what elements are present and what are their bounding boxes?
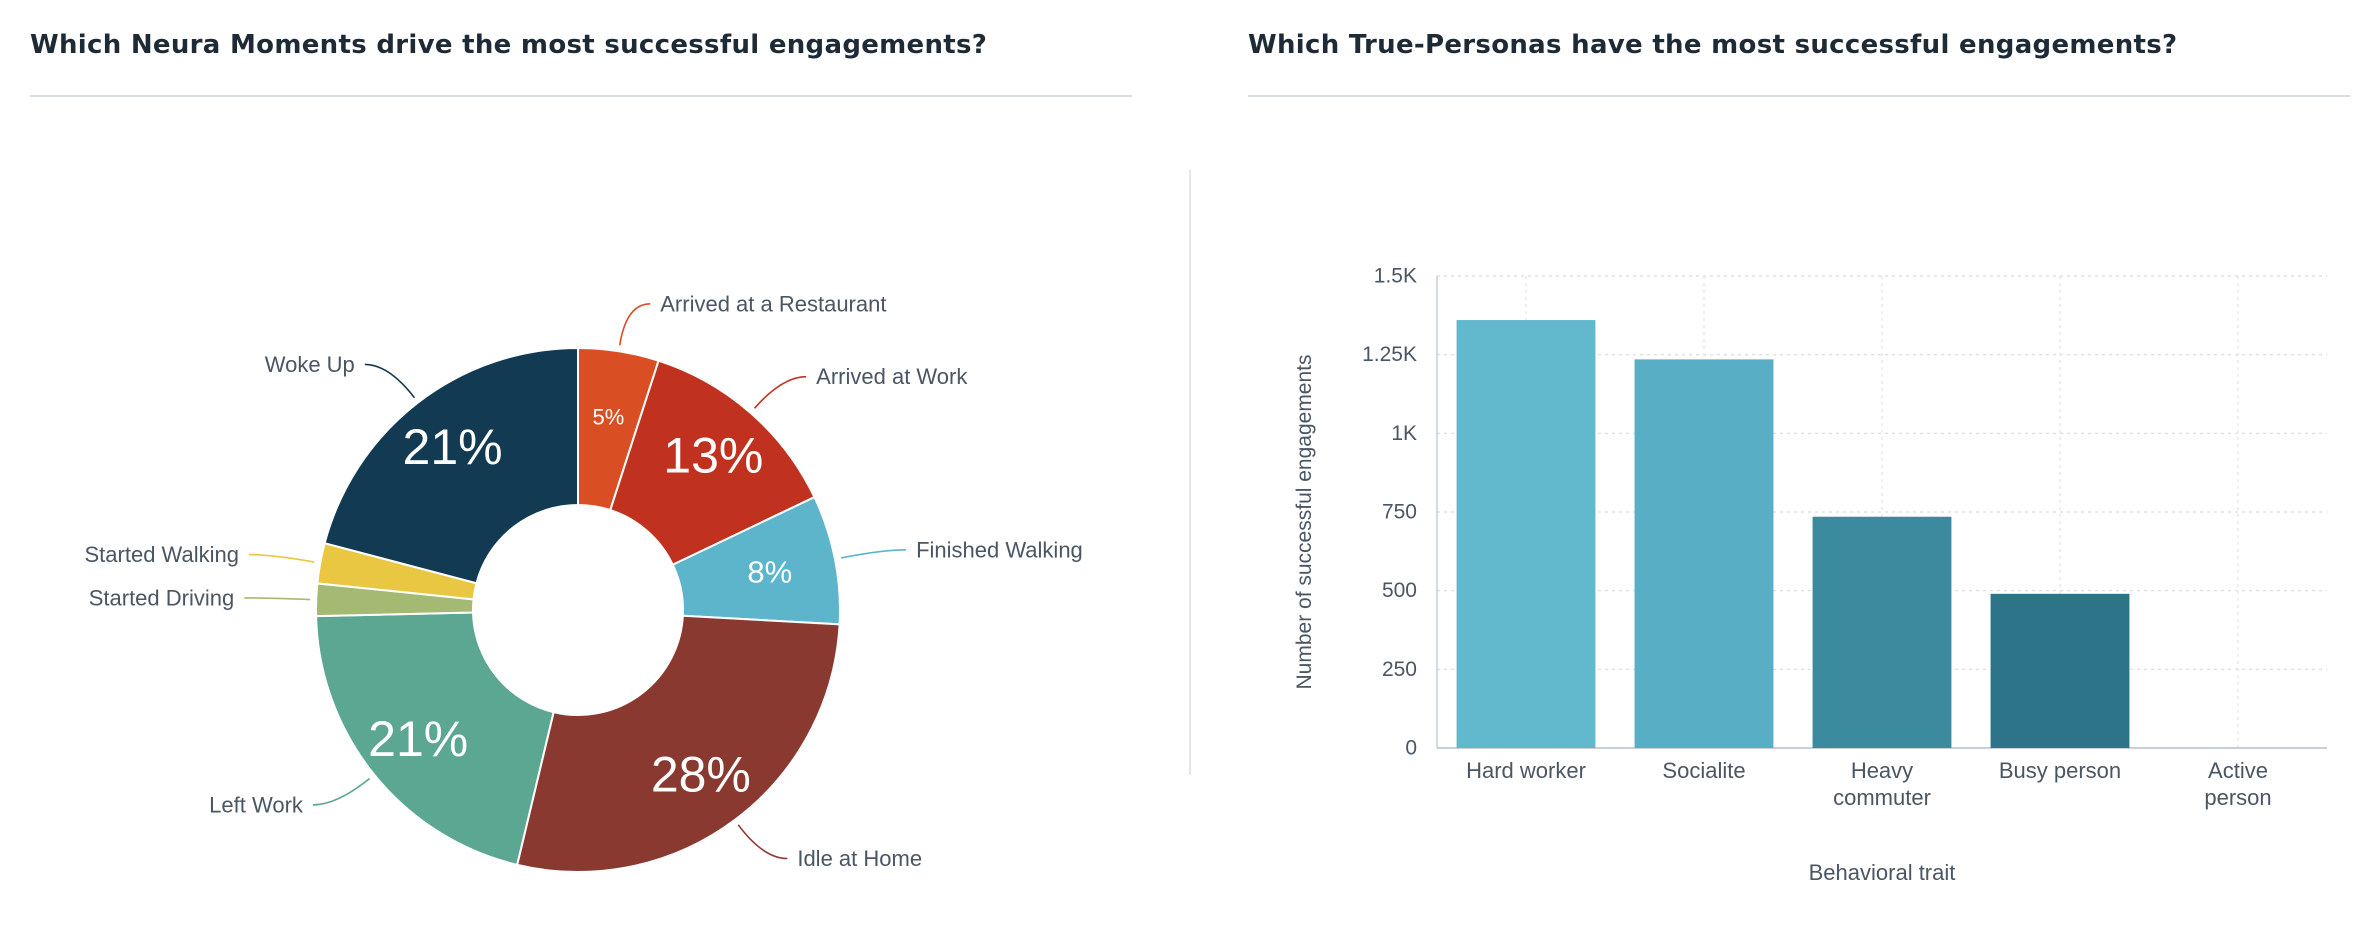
leader-line-woke-up bbox=[364, 363, 416, 399]
donut-slice-woke-up[interactable] bbox=[323, 346, 579, 585]
donut-category-label-left-work: Left Work bbox=[209, 792, 304, 817]
donut-category-label-arrived-at-a-restaurant: Arrived at a Restaurant bbox=[660, 291, 886, 316]
donut-slice-arrived-at-work[interactable] bbox=[609, 359, 816, 567]
donut-slice-left-work[interactable] bbox=[315, 611, 555, 867]
donut-value-label-arrived-at-a-restaurant: 5% bbox=[593, 404, 625, 429]
bar-chart: 0 250 500 750 1K 1.25K 1.5K Hard worker Socialit… bbox=[1293, 265, 2327, 885]
x-axis-title: Behavioral trait bbox=[1809, 860, 1956, 885]
y-tick-label: 0 bbox=[1405, 737, 1417, 760]
donut-category-label-idle-at-home: Idle at Home bbox=[797, 846, 922, 871]
bar-chart-title: Which True-Personas have the most succes… bbox=[1248, 30, 2178, 60]
donut-title-rule bbox=[30, 95, 1132, 97]
bar-hard-worker[interactable] bbox=[1456, 320, 1596, 748]
bar-busy-person[interactable] bbox=[1990, 593, 2130, 748]
y-tick-label: 1.25K bbox=[1362, 343, 1417, 366]
donut-value-label-left-work: 21% bbox=[368, 711, 468, 767]
donut-category-label-finished-walking: Finished Walking bbox=[916, 537, 1083, 562]
donut-category-label-woke-up: Woke Up bbox=[265, 352, 355, 377]
leader-line-started-driving bbox=[244, 597, 311, 601]
x-tick-label: Socialite bbox=[1662, 758, 1745, 783]
donut-value-label-finished-walking: 8% bbox=[747, 555, 792, 590]
x-tick-label: Active person bbox=[2204, 758, 2271, 810]
leader-line-arrived-at-work bbox=[753, 375, 807, 409]
x-tick-label: Hard worker bbox=[1466, 758, 1586, 783]
leader-line-idle-at-home bbox=[737, 824, 788, 860]
neura-moments-panel: Which Neura Moments drive the most succe… bbox=[0, 0, 1180, 946]
donut-value-label-idle-at-home: 28% bbox=[651, 747, 751, 803]
bar-title-rule bbox=[1248, 95, 2350, 97]
bar-socialite[interactable] bbox=[1634, 359, 1774, 748]
donut-category-label-started-walking: Started Walking bbox=[85, 542, 239, 567]
true-personas-panel: Which True-Personas have the most succes… bbox=[1245, 0, 2378, 946]
y-tick-label: 500 bbox=[1382, 579, 1417, 602]
x-tick-label: Heavy commuter bbox=[1833, 758, 1931, 810]
leader-line-left-work bbox=[312, 777, 371, 806]
y-tick-label: 1.5K bbox=[1374, 265, 1417, 288]
leader-line-finished-walking bbox=[840, 549, 907, 559]
leader-line-arrived-at-a-restaurant bbox=[618, 302, 651, 346]
x-tick-label: Busy person bbox=[1999, 758, 2121, 783]
leader-line-started-walking bbox=[248, 553, 315, 563]
y-tick-label: 1K bbox=[1391, 422, 1417, 445]
y-axis-title: Number of successful engagements bbox=[1293, 354, 1316, 689]
donut-category-label-started-driving: Started Driving bbox=[89, 585, 235, 610]
bar-heavy-commuter[interactable] bbox=[1812, 516, 1952, 748]
donut-slice-idle-at-home[interactable] bbox=[515, 614, 841, 873]
donut-value-label-arrived-at-work: 13% bbox=[663, 427, 763, 483]
donut-category-label-arrived-at-work: Arrived at Work bbox=[816, 364, 968, 389]
donut-value-label-woke-up: 21% bbox=[403, 419, 503, 475]
donut-chart-title: Which Neura Moments drive the most succe… bbox=[30, 30, 988, 60]
panel-divider bbox=[1189, 170, 1191, 775]
y-tick-label: 750 bbox=[1382, 501, 1417, 524]
y-tick-label: 250 bbox=[1382, 658, 1417, 681]
donut-chart: 5% Arrived at a Restaurant 13% Arrived at W… bbox=[85, 291, 1083, 873]
